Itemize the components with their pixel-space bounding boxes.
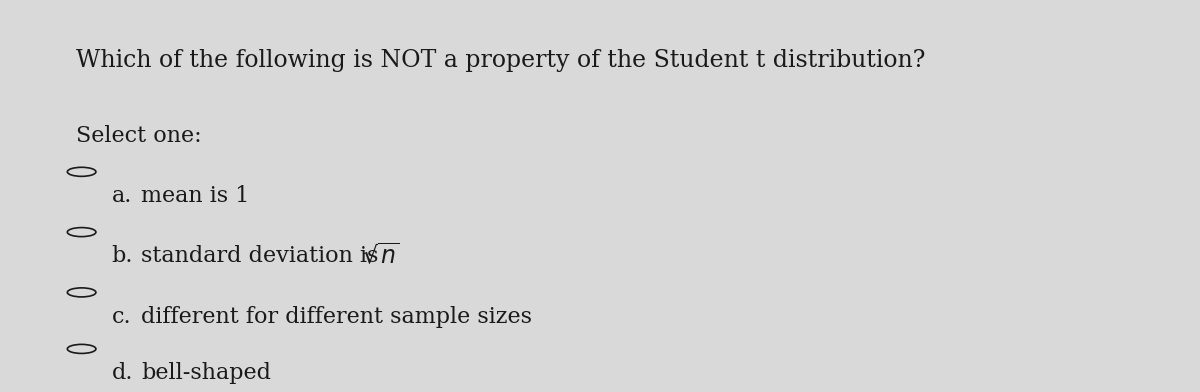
Text: a.: a.	[112, 185, 132, 207]
Text: Select one:: Select one:	[76, 125, 202, 147]
Text: b.: b.	[112, 245, 133, 267]
Text: bell-shaped: bell-shaped	[142, 362, 271, 384]
Text: mean is 1: mean is 1	[142, 185, 250, 207]
Text: different for different sample sizes: different for different sample sizes	[142, 306, 533, 328]
Text: Which of the following is NOT a property of the Student t distribution?: Which of the following is NOT a property…	[76, 49, 925, 73]
Text: d.: d.	[112, 362, 133, 384]
Text: standard deviation is: standard deviation is	[142, 245, 385, 267]
Text: c.: c.	[112, 306, 131, 328]
Text: $\sqrt{n}$: $\sqrt{n}$	[361, 243, 400, 269]
